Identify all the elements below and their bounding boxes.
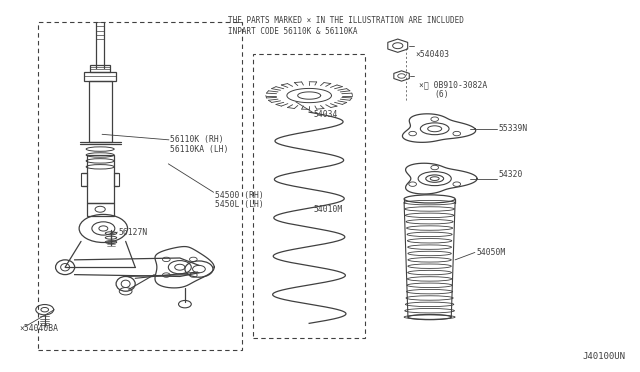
Text: 54010M: 54010M [314, 205, 343, 215]
Bar [90, 65, 110, 71]
Text: 54034: 54034 [314, 109, 338, 119]
Bar [89, 81, 111, 142]
Bar [38, 22, 243, 350]
Bar [81, 173, 87, 186]
Bar [87, 155, 113, 203]
Text: ×54040BA: ×54040BA [19, 324, 58, 333]
Text: (6): (6) [435, 90, 449, 99]
Bar [113, 173, 119, 186]
Bar [253, 54, 365, 338]
Text: 56110K (RH): 56110K (RH) [170, 135, 224, 144]
Text: 55339N: 55339N [499, 124, 527, 133]
Text: THE PARTS MARKED × IN THE ILLUSTRATION ARE INCLUDED
INPART CODE 56110K & 56110KA: THE PARTS MARKED × IN THE ILLUSTRATION A… [228, 16, 463, 36]
Text: 56110KA (LH): 56110KA (LH) [170, 145, 228, 154]
Text: ×Ⓝ 0B910-3082A: ×Ⓝ 0B910-3082A [419, 80, 487, 89]
Text: 54320: 54320 [499, 170, 523, 179]
Text: J40100UN: J40100UN [583, 352, 626, 361]
Text: 54050M: 54050M [476, 248, 506, 257]
Text: 54500 (RH): 54500 (RH) [215, 191, 264, 200]
Bar [87, 203, 113, 215]
Bar [84, 71, 116, 81]
Text: 5450L (LH): 5450L (LH) [215, 200, 264, 209]
Text: ×540403: ×540403 [415, 51, 450, 60]
Text: 56127N: 56127N [118, 228, 147, 237]
